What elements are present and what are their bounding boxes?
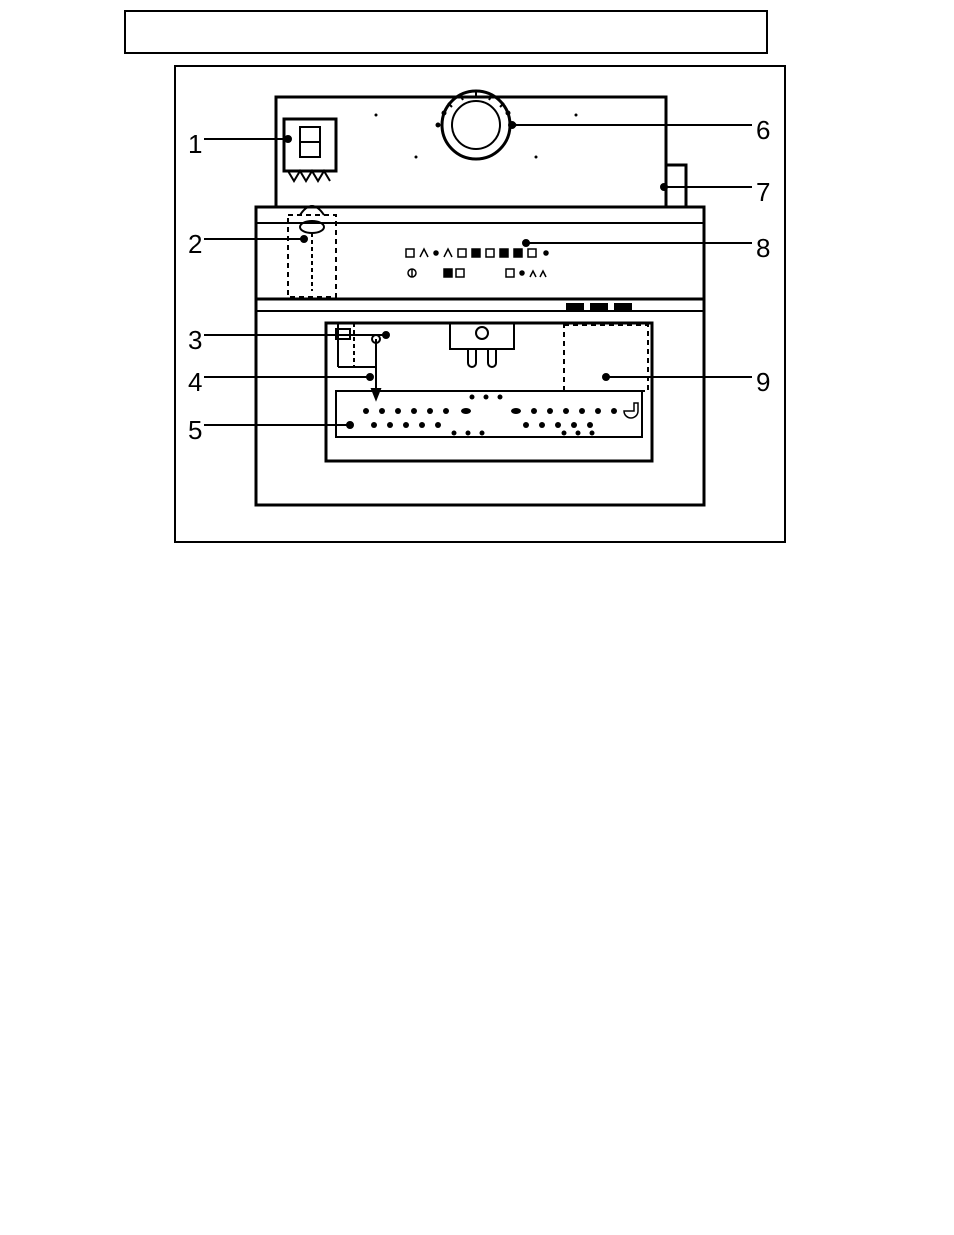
- appliance-svg: [176, 67, 784, 541]
- callout-9: 9: [756, 367, 770, 398]
- callout-3: 3: [188, 325, 202, 356]
- header-rule-box: [124, 10, 768, 54]
- page: 1 2 3 4 5 6 7 8 9: [0, 0, 954, 1235]
- callout-2: 2: [188, 229, 202, 260]
- callout-7: 7: [756, 177, 770, 208]
- callout-6: 6: [756, 115, 770, 146]
- appliance-diagram: 1 2 3 4 5 6 7 8 9: [174, 65, 786, 543]
- callout-5: 5: [188, 415, 202, 446]
- callout-8: 8: [756, 233, 770, 264]
- callout-4: 4: [188, 367, 202, 398]
- callout-1: 1: [188, 129, 202, 160]
